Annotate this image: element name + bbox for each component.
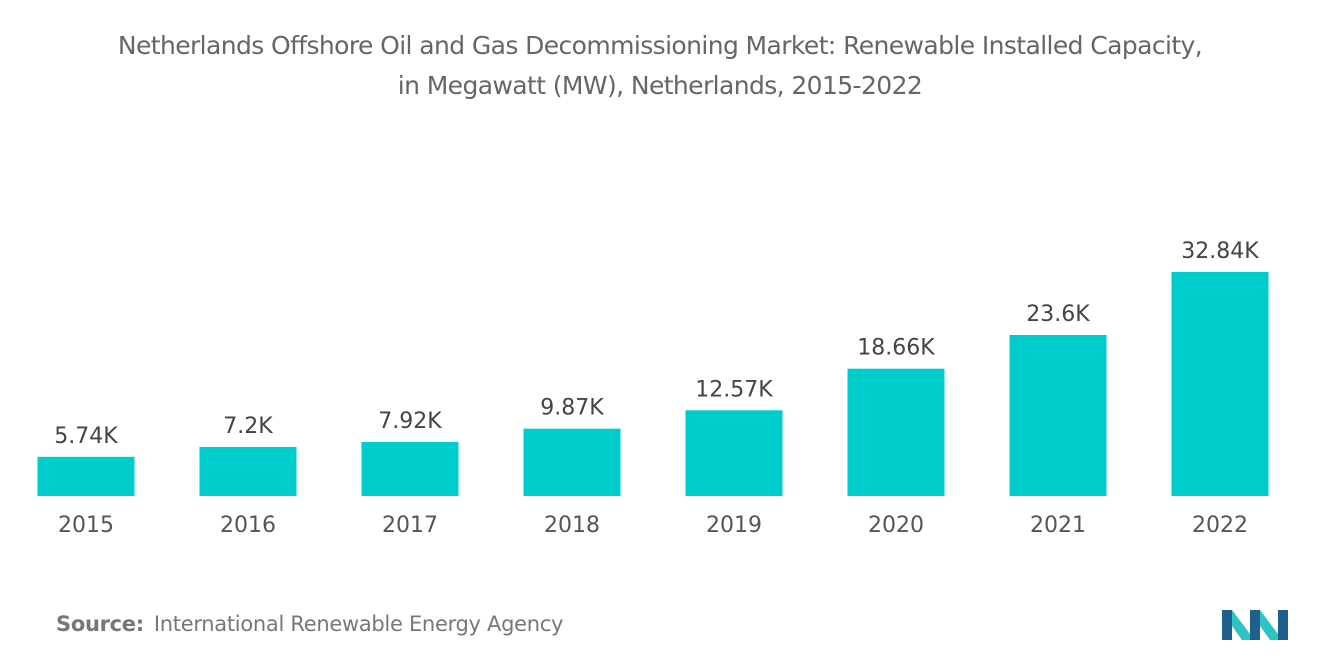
data-label-2017: 7.92K — [378, 409, 442, 434]
data-label-2021: 23.6K — [1026, 302, 1090, 327]
data-label-2020: 18.66K — [857, 336, 935, 361]
source-text: International Renewable Energy Agency — [153, 612, 564, 636]
x-tick-label-2022: 2022 — [1192, 513, 1248, 538]
bar-2022 — [1171, 272, 1269, 496]
x-tick-label-2015: 2015 — [58, 513, 114, 538]
bar-2018 — [523, 428, 621, 496]
source-label: Source: — [56, 612, 144, 636]
bar-2016 — [199, 446, 297, 496]
x-tick-label-2017: 2017 — [382, 513, 438, 538]
bar-2017 — [361, 442, 459, 496]
x-tick-label-2021: 2021 — [1030, 513, 1086, 538]
chart-title: Netherlands Offshore Oil and Gas Decommi… — [0, 26, 1320, 106]
data-label-2018: 9.87K — [540, 396, 604, 421]
x-tick-label-2016: 2016 — [220, 513, 276, 538]
bar-2015 — [37, 456, 135, 496]
x-tick-label-2019: 2019 — [706, 513, 762, 538]
bar-2019 — [685, 410, 783, 496]
mordor-intelligence-logo-icon — [1222, 610, 1288, 640]
bar-2021 — [1009, 335, 1107, 496]
data-label-2019: 12.57K — [695, 377, 773, 402]
x-tick-label-2020: 2020 — [868, 513, 924, 538]
chart-title-line-1: Netherlands Offshore Oil and Gas Decommi… — [117, 31, 1203, 60]
x-tick-label-2018: 2018 — [544, 513, 600, 538]
bar-2020 — [847, 368, 945, 496]
source-note: Source: International Renewable Energy Ag… — [56, 612, 563, 636]
data-label-2016: 7.2K — [223, 414, 273, 439]
chart-title-line-2: in Megawatt (MW), Netherlands, 2015-2022 — [397, 71, 923, 100]
data-label-2022: 32.84K — [1181, 239, 1259, 264]
data-label-2015: 5.74K — [54, 424, 118, 449]
